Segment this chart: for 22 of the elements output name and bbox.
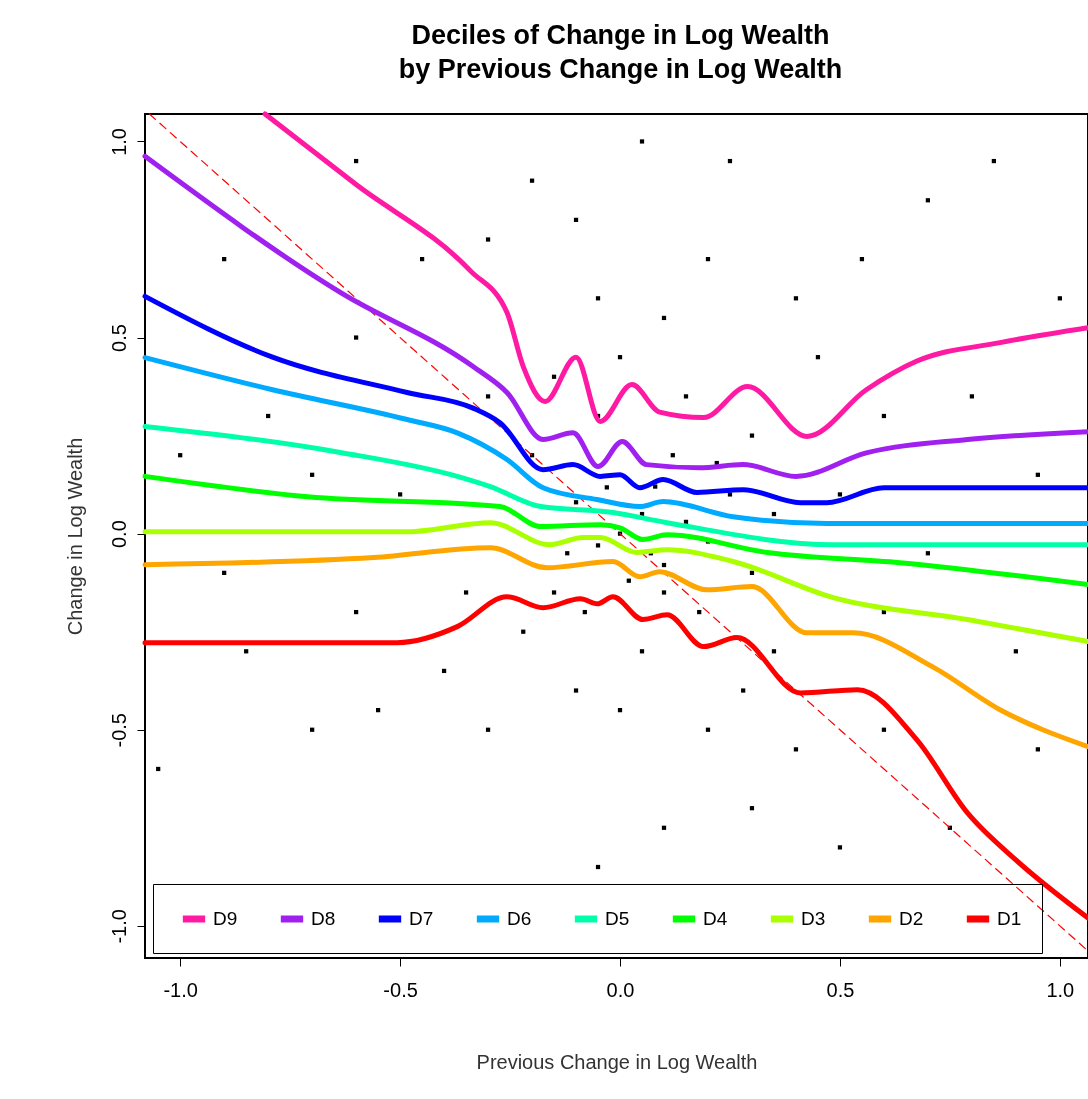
legend-label: D4 bbox=[703, 908, 728, 929]
x-axis-title: Previous Change in Log Wealth bbox=[476, 1050, 758, 1073]
y-axis-title: Change in Log Wealth bbox=[63, 437, 86, 636]
legend-label: D3 bbox=[801, 908, 826, 929]
legend-label: D7 bbox=[409, 908, 434, 929]
chart-title: Deciles of Change in Log Wealth by Previous Change in Log Wealth bbox=[398, 19, 843, 84]
y-tick-label: 1.0 bbox=[107, 128, 130, 156]
y-tick-label: -1.0 bbox=[107, 909, 130, 944]
y-tick-label: 0.0 bbox=[107, 520, 130, 549]
legend-label: D8 bbox=[311, 908, 336, 929]
x-tick-label: 1.0 bbox=[1046, 978, 1075, 1001]
legend-label: D2 bbox=[899, 908, 924, 929]
legend-label: D9 bbox=[213, 908, 238, 929]
legend-label: D1 bbox=[997, 908, 1022, 929]
x-tick-label: -0.5 bbox=[383, 978, 418, 1001]
x-tick-label: 0.5 bbox=[826, 978, 855, 1001]
x-tick-label: -1.0 bbox=[163, 978, 198, 1001]
y-tick-label: -0.5 bbox=[107, 713, 130, 748]
legend-label: D6 bbox=[507, 908, 532, 929]
y-tick-label: 0.5 bbox=[107, 324, 130, 352]
x-tick-label: 0.0 bbox=[606, 978, 635, 1001]
legend-label: D5 bbox=[605, 908, 630, 929]
